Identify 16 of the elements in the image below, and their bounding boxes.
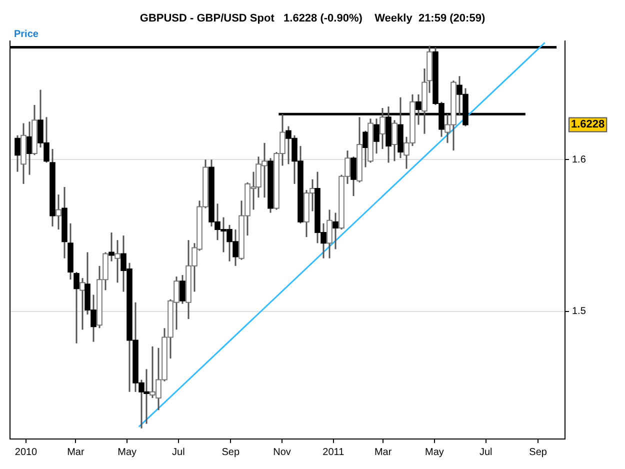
x-tick-label: May <box>118 446 137 458</box>
y-axis-title: Price <box>14 28 39 40</box>
x-tick-label: Nov <box>273 446 291 458</box>
x-tick-label: Sep <box>529 446 548 458</box>
y-tick-label: 1.6 <box>572 154 586 166</box>
x-tick-label: 2011 <box>322 446 345 458</box>
text: 1.6228 <box>571 118 605 131</box>
chart-title: GBPUSD - GBP/USD Spot 1.6228 (-0.90%) Weekly 21:59 (20:59) <box>140 12 486 25</box>
x-tick-label: 2010 <box>14 446 38 458</box>
x-tick-label: May <box>425 446 444 458</box>
x-tick-label: Mar <box>67 446 85 458</box>
x-tick-label: Jul <box>172 446 185 458</box>
x-tick-label: Jul <box>479 446 492 458</box>
y-tick-label: 1.5 <box>572 306 586 318</box>
x-tick-label: Mar <box>374 446 392 458</box>
x-tick-label: Sep <box>222 446 240 458</box>
